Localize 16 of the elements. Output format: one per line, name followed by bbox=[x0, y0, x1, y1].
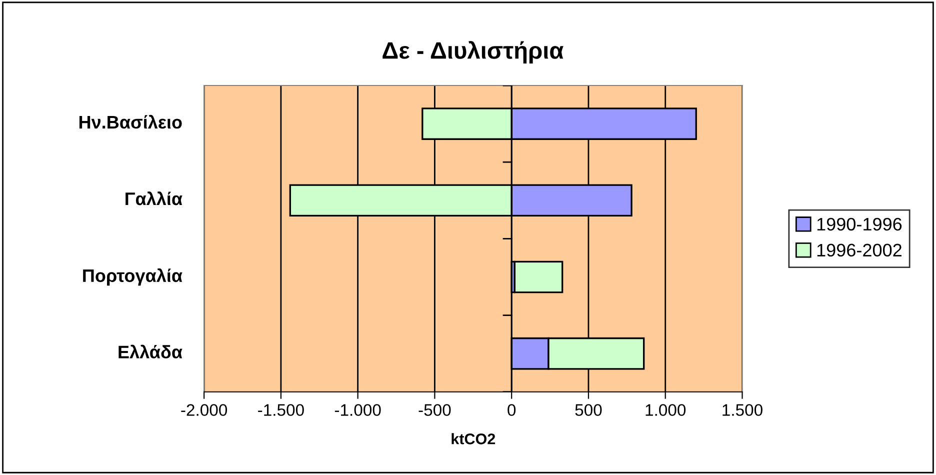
x-axis-title: ktCO2 bbox=[452, 433, 496, 444]
x-tick-label: 0 bbox=[508, 404, 516, 416]
x-tick-label: -500 bbox=[418, 404, 451, 416]
x-tick-label: 1.000 bbox=[646, 404, 686, 416]
y-tick-label: Ην.Βασίλειο bbox=[79, 114, 182, 129]
x-tick-label: -2.000 bbox=[181, 404, 228, 416]
y-tick-label: Ελλάδα bbox=[118, 344, 182, 358]
legend-label: 1990-1996 bbox=[817, 218, 902, 231]
legend-label: 1996-2002 bbox=[817, 244, 902, 257]
x-tick-label: 500 bbox=[575, 404, 602, 416]
x-tick-label: -1.500 bbox=[258, 404, 304, 416]
y-tick-label: Γαλλία bbox=[126, 192, 182, 206]
y-tick-label: Πορτογαλία bbox=[83, 268, 182, 286]
x-tick-label: -1.000 bbox=[334, 404, 381, 416]
chart-title: Δε - Διυλιστήρια bbox=[382, 40, 564, 64]
x-tick-label: 1.500 bbox=[722, 404, 762, 416]
